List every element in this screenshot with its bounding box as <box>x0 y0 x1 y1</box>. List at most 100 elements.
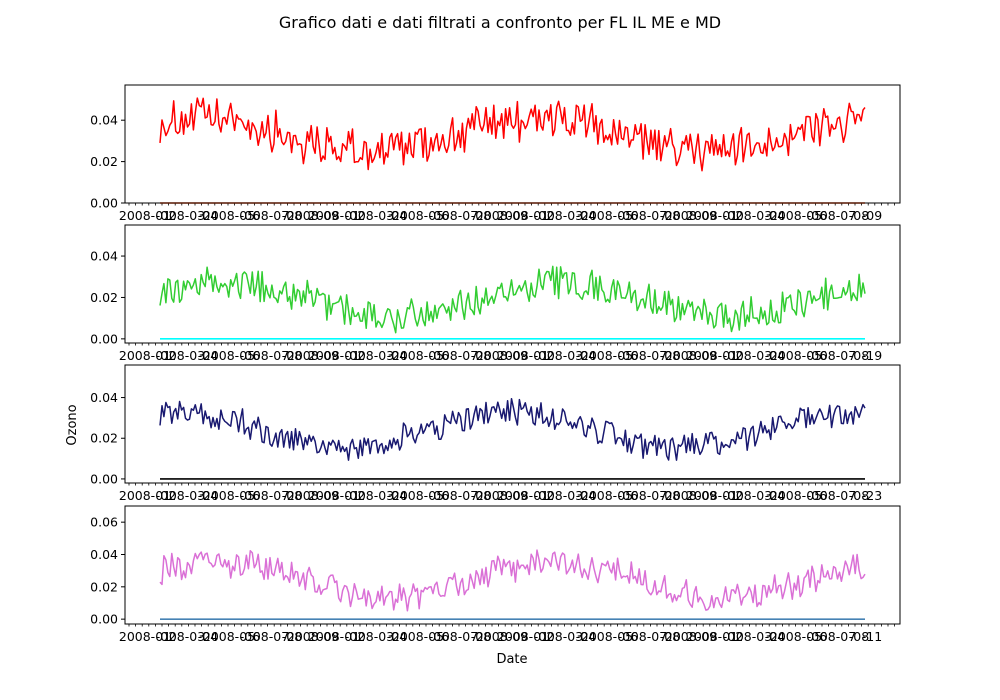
x-tick-label: 08-03 <box>547 348 583 363</box>
y-tick-label: 0.00 <box>90 331 118 346</box>
x-tick-label: -06 <box>240 348 260 363</box>
x-tick-label: 2008-01 <box>119 629 171 644</box>
x-tick-label: 08-03 <box>169 208 205 223</box>
x-tick-label: 08-03 <box>358 629 394 644</box>
x-tick-label: -08 <box>471 208 491 223</box>
x-tick-label: -08 <box>660 208 680 223</box>
x-tick-label: 2008-01 <box>308 208 360 223</box>
x-tick-label: 08-03 <box>358 348 394 363</box>
x-tick-label: -06 <box>807 488 827 503</box>
x-tick-label: -04 <box>387 629 407 644</box>
x-tick-label: -04 <box>576 208 596 223</box>
y-tick-label: 0.04 <box>90 249 118 264</box>
x-tick-label: -08 <box>660 629 680 644</box>
x-tick-label: -02 <box>534 488 554 503</box>
x-tick-label: 2008-05 <box>392 488 444 503</box>
x-tick-label: -02 <box>534 629 554 644</box>
x-tick-label: 2008-01 <box>686 348 738 363</box>
x-tick-label: -04 <box>765 488 785 503</box>
x-tick-label: 2008-05 <box>392 208 444 223</box>
x-tick-label: 2008-09 <box>665 629 717 644</box>
x-tick-label: -08 <box>471 629 491 644</box>
x-tick-labels: 2008-01-0208-03-042008-05-0608-07-082008… <box>119 208 882 223</box>
figure-title: Grafico dati e dati filtrati a confronto… <box>279 13 721 32</box>
axes-frame <box>124 84 901 204</box>
x-tick-label: 08-07 <box>820 208 856 223</box>
x-tick-label-last: -11 <box>862 629 882 644</box>
x-tick-label: -08 <box>849 348 869 363</box>
x-tick-label: -02 <box>723 348 743 363</box>
x-tick-label: 08-03 <box>358 208 394 223</box>
x-tick-label: 08-07 <box>442 348 478 363</box>
x-tick-label: 2008-01 <box>686 488 738 503</box>
x-tick-label: -02 <box>156 488 176 503</box>
y-tick-label: 0.02 <box>90 290 118 305</box>
x-tick-label: 08-07 <box>253 488 289 503</box>
x-tick-label: -04 <box>765 348 785 363</box>
x-tick-label: 08-03 <box>736 488 772 503</box>
y-tick-label: 0.00 <box>90 471 118 486</box>
x-tick-label: 2008-01 <box>119 488 171 503</box>
axes-frame <box>124 224 901 344</box>
x-tick-label: -08 <box>849 629 869 644</box>
x-tick-label: 2008-09 <box>665 348 717 363</box>
x-tick-label: 2008-09 <box>476 348 528 363</box>
x-tick-label: 2008-05 <box>392 348 444 363</box>
y-tick-label: 0.04 <box>90 113 118 128</box>
x-tick-label: -06 <box>807 348 827 363</box>
y-tick-label: 0.04 <box>90 390 118 405</box>
x-tick-label: 2008-09 <box>287 348 339 363</box>
x-tick-label: -08 <box>282 348 302 363</box>
x-tick-label: 08-07 <box>253 629 289 644</box>
x-tick-label: -04 <box>198 208 218 223</box>
x-tick-label: 08-07 <box>253 348 289 363</box>
x-tick-label: 2008-09 <box>476 208 528 223</box>
x-tick-label: -06 <box>618 488 638 503</box>
x-tick-label: -04 <box>198 488 218 503</box>
x-tick-label: 08-03 <box>358 488 394 503</box>
x-tick-label-last: -19 <box>862 348 882 363</box>
x-tick-label: 2008-01 <box>686 629 738 644</box>
x-tick-label: 08-03 <box>547 488 583 503</box>
x-tick-label: -02 <box>723 629 743 644</box>
x-tick-label: 08-07 <box>631 488 667 503</box>
x-tick-label: -06 <box>429 488 449 503</box>
x-tick-label: 2008-05 <box>581 208 633 223</box>
y-tick-label: 0.04 <box>90 547 118 562</box>
x-tick-label: 08-03 <box>169 348 205 363</box>
x-tick-label: -04 <box>765 208 785 223</box>
x-tick-label: -08 <box>660 488 680 503</box>
x-tick-label: -06 <box>429 208 449 223</box>
x-tick-label: -06 <box>240 488 260 503</box>
x-tick-label: -08 <box>282 488 302 503</box>
x-tick-label: 2008-09 <box>287 488 339 503</box>
y-tick-label: 0.06 <box>90 515 118 530</box>
x-tick-label: 08-07 <box>631 208 667 223</box>
x-tick-label: 08-07 <box>820 629 856 644</box>
subplot-2: 0.000.020.042008-01-0208-03-042008-05-06… <box>90 224 901 363</box>
y-tick-label: 0.02 <box>90 431 118 446</box>
subplot-4: 0.000.020.040.062008-01-0208-03-042008-0… <box>90 505 901 644</box>
x-tick-label: 2008-05 <box>203 629 255 644</box>
x-tick-label: -02 <box>345 208 365 223</box>
y-tick-label: 0.00 <box>90 612 118 627</box>
x-tick-label: -02 <box>345 348 365 363</box>
x-tick-label: -02 <box>345 629 365 644</box>
y-tick-label: 0.02 <box>90 154 118 169</box>
subplots: 0.000.020.042008-01-0208-03-042008-05-06… <box>90 84 901 644</box>
x-tick-label: 08-03 <box>736 629 772 644</box>
x-tick-label: 2008-01 <box>119 208 171 223</box>
x-tick-label: 2008-01 <box>308 488 360 503</box>
x-tick-label: -02 <box>156 629 176 644</box>
x-tick-label: 08-03 <box>736 208 772 223</box>
x-tick-label: -08 <box>849 208 869 223</box>
raw-series-line <box>159 397 866 461</box>
x-tick-label: -04 <box>765 629 785 644</box>
x-tick-label: 2008-09 <box>287 629 339 644</box>
x-tick-label: 2008-05 <box>770 348 822 363</box>
x-tick-label: 2008-01 <box>686 208 738 223</box>
x-tick-label: 2008-05 <box>581 348 633 363</box>
x-tick-label: -04 <box>387 488 407 503</box>
x-tick-label: -06 <box>240 208 260 223</box>
